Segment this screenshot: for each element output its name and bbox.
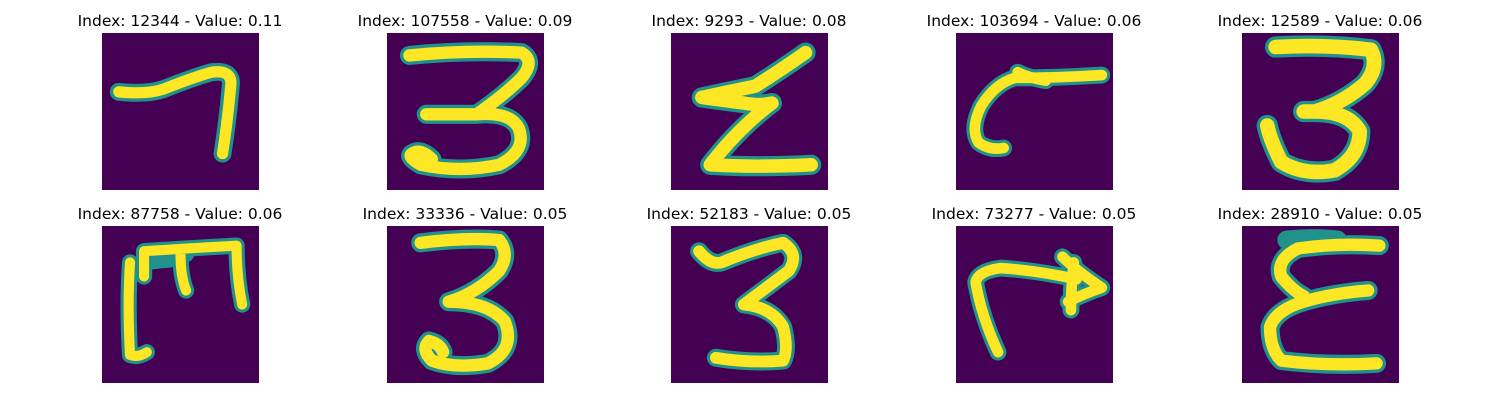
panel-6: Index: 87758 - Value: 0.06 [30,202,330,392]
panel-title: Index: 9293 - Value: 0.08 [651,12,847,30]
panel-title: Index: 87758 - Value: 0.06 [77,205,283,223]
digit-image [387,33,544,190]
digit-image [102,33,259,190]
digit-image [956,226,1113,383]
panel-title: Index: 28910 - Value: 0.05 [1217,205,1423,223]
panel-title: Index: 52183 - Value: 0.05 [646,205,852,223]
digit-image [1242,226,1399,383]
panel-4: Index: 103694 - Value: 0.06 [884,9,1184,199]
panel-2: Index: 107558 - Value: 0.09 [315,9,615,199]
panel-title: Index: 73277 - Value: 0.05 [931,205,1137,223]
panel-5: Index: 12589 - Value: 0.06 [1170,9,1470,199]
panel-1: Index: 12344 - Value: 0.11 [30,9,330,199]
digit-image [102,226,259,383]
panel-3: Index: 9293 - Value: 0.08 [599,9,899,199]
digit-image [956,33,1113,190]
panel-title: Index: 107558 - Value: 0.09 [357,12,573,30]
panel-10: Index: 28910 - Value: 0.05 [1170,202,1470,392]
digit-image [671,226,828,383]
digit-image [671,33,828,190]
panel-title: Index: 12589 - Value: 0.06 [1217,12,1423,30]
panel-7: Index: 33336 - Value: 0.05 [315,202,615,392]
panel-title: Index: 12344 - Value: 0.11 [77,12,283,30]
panel-title: Index: 33336 - Value: 0.05 [362,205,568,223]
panel-8: Index: 52183 - Value: 0.05 [599,202,899,392]
digit-image [387,226,544,383]
panel-title: Index: 103694 - Value: 0.06 [926,12,1142,30]
digit-image [1242,33,1399,190]
panel-9: Index: 73277 - Value: 0.05 [884,202,1184,392]
